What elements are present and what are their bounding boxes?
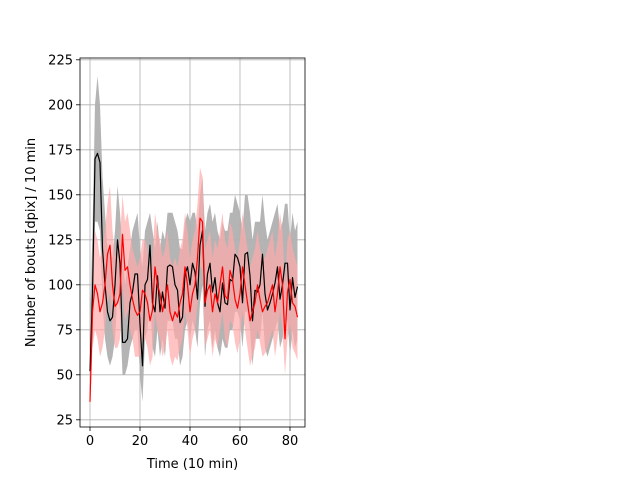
confidence-bands: [90, 76, 298, 411]
y-tick-label: 25: [56, 413, 73, 428]
series-line-black: [89, 152, 299, 372]
series-lines: [89, 152, 299, 402]
y-axis-label: Number of bouts [dpix] / 10 min: [24, 138, 39, 347]
y-axis-ticks: 25 50 75 100 125 150 175 200 225: [48, 53, 80, 428]
plot-frame: [79, 57, 306, 428]
y-tick-label: 175: [48, 143, 73, 158]
x-tick-label: 60: [232, 434, 249, 449]
y-tick-label: 200: [48, 98, 73, 113]
x-axis-ticks: 0 20 40 60 80: [86, 427, 298, 449]
y-tick-label: 75: [56, 323, 73, 338]
x-axis-label: Time (10 min): [146, 457, 238, 472]
y-tick-label: 50: [56, 368, 73, 383]
x-tick-label: 80: [282, 434, 299, 449]
y-tick-label: 100: [48, 278, 73, 293]
x-tick-label: 40: [182, 434, 199, 449]
y-tick-label: 150: [48, 188, 73, 203]
y-tick-label: 125: [48, 233, 73, 248]
series-line-red: [89, 217, 299, 402]
x-tick-label: 0: [86, 434, 94, 449]
y-tick-label: 225: [48, 53, 73, 68]
x-tick-label: 20: [132, 434, 149, 449]
